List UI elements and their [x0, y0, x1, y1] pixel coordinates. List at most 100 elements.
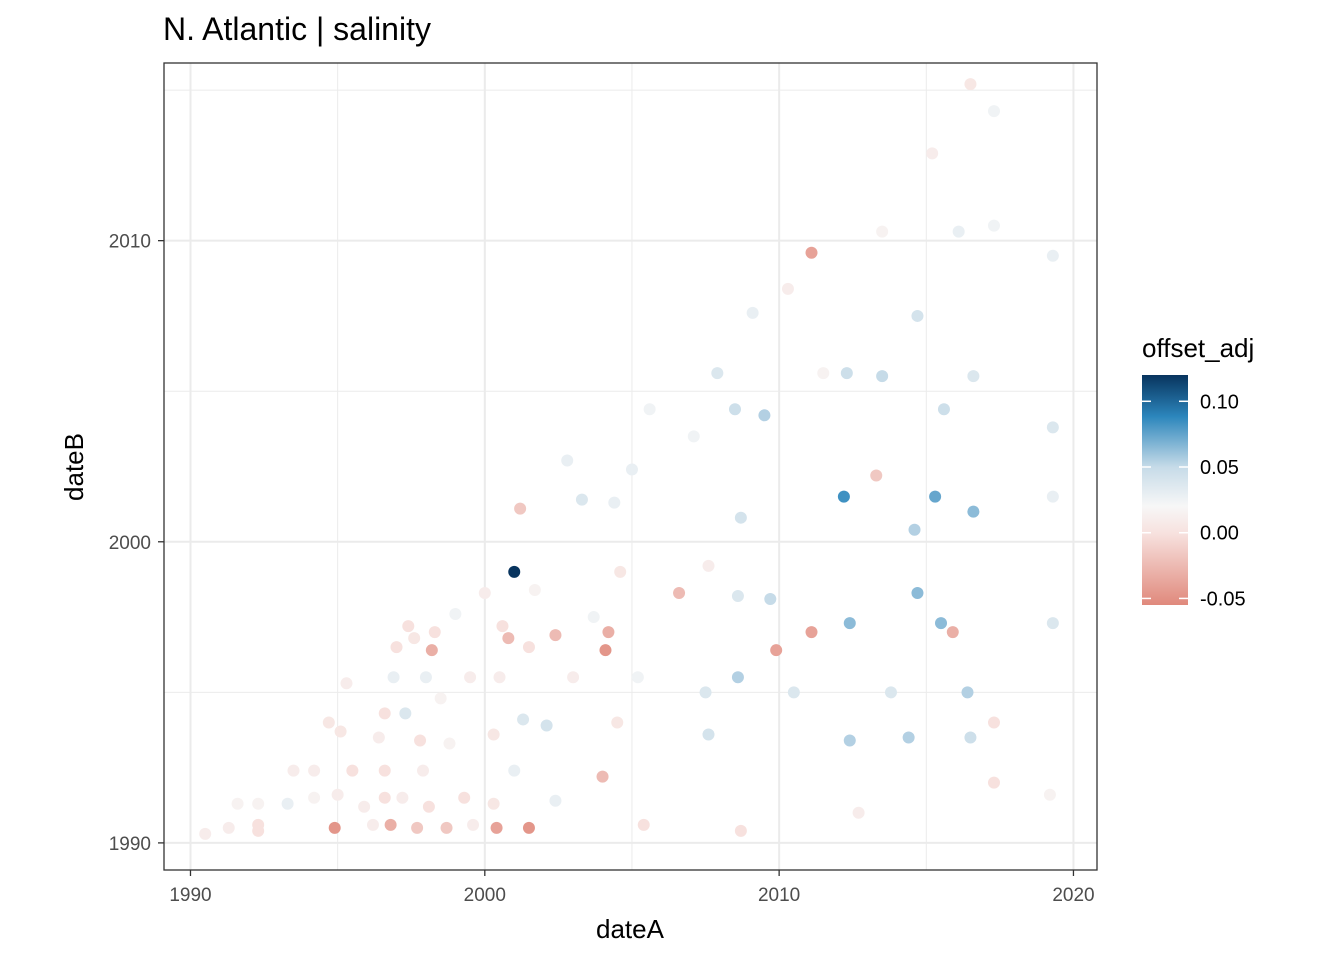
data-point [443, 737, 456, 750]
data-point [1046, 490, 1059, 503]
data-point [428, 626, 441, 639]
data-point [843, 734, 856, 747]
data-point [911, 586, 924, 599]
data-point [434, 692, 447, 705]
legend-title: offset_adj [1142, 333, 1254, 363]
data-point [952, 225, 965, 238]
data-point [734, 824, 747, 837]
data-point [508, 565, 521, 578]
data-point [399, 707, 412, 720]
gridlines [164, 63, 1097, 870]
data-point [746, 306, 759, 319]
data-point [231, 797, 244, 810]
data-point [449, 608, 462, 621]
data-point [843, 617, 856, 630]
data-point [346, 764, 359, 777]
data-point [964, 78, 977, 91]
data-point [637, 818, 650, 831]
x-tick-label: 2010 [758, 885, 800, 906]
data-point [425, 644, 438, 657]
data-point [852, 806, 865, 819]
data-point [496, 620, 509, 633]
data-point [587, 611, 600, 624]
x-tick-label: 1990 [169, 885, 211, 906]
data-point [935, 617, 948, 630]
data-point [517, 713, 530, 726]
data-points [199, 78, 1059, 840]
y-tick-label: 2000 [109, 533, 151, 554]
data-point [728, 403, 741, 416]
data-point [602, 626, 615, 639]
data-point [331, 788, 344, 801]
data-point [502, 632, 515, 645]
data-point [487, 797, 500, 810]
x-tick-label: 2000 [464, 885, 506, 906]
data-point [673, 586, 686, 599]
data-point [781, 282, 794, 295]
data-point [840, 367, 853, 380]
data-point [870, 469, 883, 482]
data-point [222, 821, 235, 834]
data-point [961, 686, 974, 699]
data-point [567, 671, 580, 684]
data-point [458, 791, 471, 804]
data-point [608, 496, 621, 509]
data-point [987, 219, 1000, 232]
data-point [252, 818, 265, 831]
data-point [378, 791, 391, 804]
data-point [417, 764, 430, 777]
data-point [837, 490, 850, 503]
data-point [440, 821, 453, 834]
data-point [964, 731, 977, 744]
data-point [987, 105, 1000, 118]
chart-title: N. Atlantic | salinity [163, 11, 431, 47]
data-point [528, 583, 541, 596]
data-point [758, 409, 771, 422]
data-point [967, 370, 980, 383]
data-point [926, 147, 939, 160]
data-point [967, 505, 980, 518]
data-point [1046, 617, 1059, 630]
data-point [340, 677, 353, 690]
data-point [522, 821, 535, 834]
data-point [478, 586, 491, 599]
plot-border [163, 62, 1098, 871]
data-point [911, 309, 924, 322]
color-legend: offset_adj 0.10 0.05 0.00 -0.05 [1142, 333, 1254, 610]
data-point [611, 716, 624, 729]
data-point [464, 671, 477, 684]
data-point [334, 725, 347, 738]
data-point [770, 644, 783, 657]
data-point [734, 511, 747, 524]
y-tick-label: 2010 [109, 232, 151, 253]
data-point [937, 403, 950, 416]
data-point [252, 797, 265, 810]
data-point [902, 731, 915, 744]
data-point [308, 791, 321, 804]
data-point [1046, 421, 1059, 434]
data-point [817, 367, 830, 380]
data-point [422, 800, 435, 813]
data-point [699, 686, 712, 699]
data-point [540, 719, 553, 732]
data-point [549, 629, 562, 642]
data-point [378, 707, 391, 720]
y-axis: 1990 2000 2010 [109, 232, 164, 855]
data-point [467, 818, 480, 831]
data-point [358, 800, 371, 813]
data-point [378, 764, 391, 777]
data-point [987, 776, 1000, 789]
data-point [372, 731, 385, 744]
data-point [402, 620, 415, 633]
data-point [711, 367, 724, 380]
data-point [419, 671, 432, 684]
data-point [396, 791, 409, 804]
data-point [387, 671, 400, 684]
data-point [508, 764, 521, 777]
legend-tick-label: -0.05 [1200, 588, 1246, 610]
data-point [805, 626, 818, 639]
data-point [643, 403, 656, 416]
data-point [731, 589, 744, 602]
data-point [702, 728, 715, 741]
data-point [599, 644, 612, 657]
